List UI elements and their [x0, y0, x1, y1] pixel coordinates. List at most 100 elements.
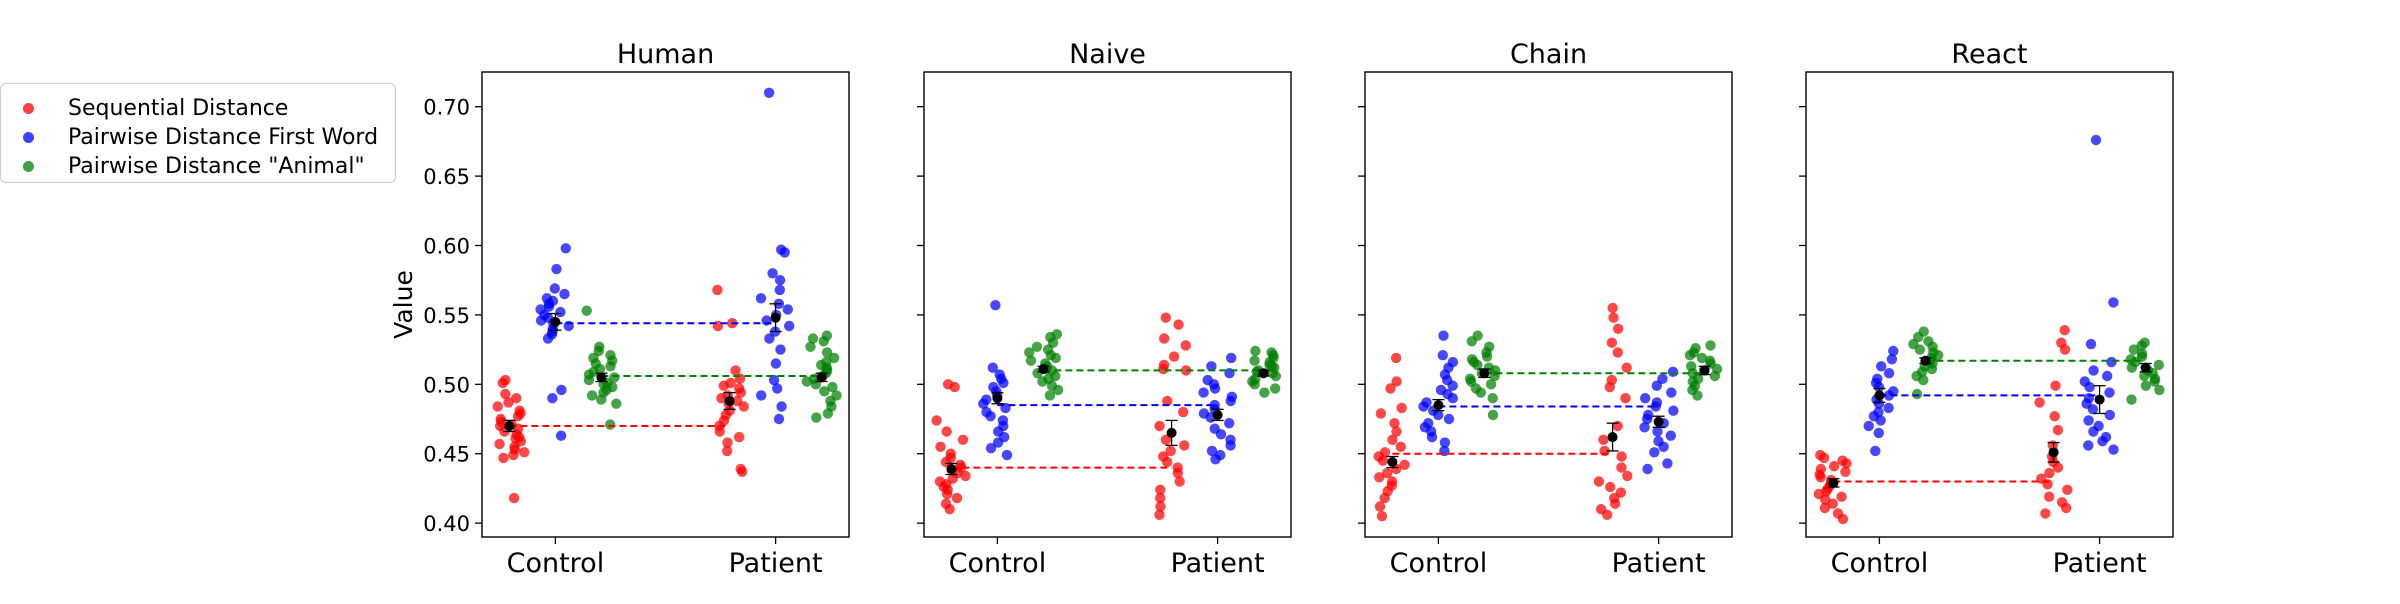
y-tick-label: 0.45	[423, 443, 470, 467]
data-point	[1382, 467, 1393, 479]
data-point	[1154, 420, 1165, 432]
data-point	[1375, 408, 1387, 419]
data-point	[1155, 501, 1166, 512]
data-point	[1051, 329, 1063, 340]
data-point	[776, 401, 787, 412]
data-point	[1888, 345, 1899, 357]
panel-title: Naive	[1069, 39, 1146, 70]
data-point	[774, 284, 785, 296]
data-point	[807, 333, 819, 344]
legend-item-first-word: Pairwise Distance First Word	[23, 123, 378, 151]
data-point	[1606, 374, 1618, 386]
panel-frame	[1364, 71, 1733, 538]
data-point	[1593, 476, 1605, 487]
data-point	[828, 352, 840, 364]
data-point	[811, 412, 822, 423]
data-point	[1376, 511, 1388, 522]
data-point	[498, 452, 509, 464]
data-point	[1815, 463, 1827, 475]
data-point	[1154, 509, 1165, 520]
y-tick-label: 0.55	[423, 304, 470, 328]
data-point	[935, 441, 946, 452]
data-point	[1198, 408, 1210, 419]
data-point	[1836, 491, 1847, 502]
data-point	[2126, 394, 2137, 405]
mean-point	[1433, 400, 1444, 411]
data-point	[942, 379, 954, 390]
data-point	[1886, 354, 1898, 365]
mean-point	[2140, 362, 2151, 373]
data-point	[1487, 393, 1498, 404]
data-point	[1705, 340, 1716, 351]
data-point	[2106, 356, 2117, 368]
data-point	[821, 330, 833, 341]
data-point	[1173, 319, 1184, 330]
x-tick-label: Patient	[1171, 548, 1265, 579]
data-point	[1911, 388, 1923, 400]
data-point	[2040, 508, 2051, 519]
data-point	[940, 498, 952, 509]
data-point	[2049, 411, 2060, 422]
data-point	[1270, 383, 1281, 394]
data-point	[1872, 373, 1883, 384]
data-point	[2100, 431, 2112, 443]
data-point	[821, 347, 833, 358]
data-point	[1873, 427, 1885, 439]
data-point	[722, 445, 733, 457]
data-point	[556, 384, 567, 396]
data-point	[1665, 430, 1677, 441]
data-point	[2104, 387, 2115, 398]
data-point	[770, 358, 782, 369]
data-point	[1225, 434, 1236, 445]
data-point	[547, 393, 558, 404]
data-point	[1249, 355, 1260, 366]
data-point	[1883, 368, 1895, 379]
mean-point	[1479, 368, 1490, 379]
data-point	[2102, 370, 2113, 382]
panel-title: React	[1951, 39, 2027, 70]
data-point	[1819, 502, 1831, 514]
mean-point	[1920, 355, 1931, 366]
data-point	[1160, 434, 1172, 445]
legend-marker-icon	[23, 102, 34, 114]
data-point	[725, 377, 736, 389]
data-point	[1606, 337, 1618, 348]
data-point	[1374, 472, 1385, 483]
data-point	[1180, 340, 1192, 351]
data-point	[772, 383, 783, 394]
data-point	[1390, 352, 1402, 364]
data-point	[560, 243, 571, 254]
data-point	[2050, 380, 2061, 391]
data-point	[1620, 393, 1631, 404]
data-point	[994, 369, 1005, 380]
data-point	[1155, 492, 1166, 504]
data-point	[2128, 344, 2140, 355]
data-point	[581, 305, 592, 316]
data-point	[1202, 374, 1213, 386]
data-point	[541, 293, 553, 304]
data-point	[2153, 359, 2164, 371]
data-point	[2136, 348, 2148, 359]
mean-point	[1607, 432, 1618, 443]
legend-item-sequential: Sequential Distance	[23, 94, 288, 122]
data-point	[1158, 451, 1169, 462]
data-point	[605, 350, 616, 361]
data-point	[1668, 405, 1679, 416]
data-point	[2108, 297, 2119, 308]
data-point	[1472, 330, 1483, 341]
data-point	[1435, 384, 1447, 396]
mean-point	[1653, 416, 1664, 427]
data-point	[1653, 436, 1664, 447]
data-point	[2093, 420, 2104, 432]
data-point	[2139, 337, 2150, 348]
data-point	[1250, 345, 1261, 357]
data-point	[605, 419, 616, 430]
data-point	[1870, 445, 1881, 457]
data-point	[805, 341, 816, 352]
x-tick-label: Patient	[1612, 548, 1706, 579]
data-point	[1828, 461, 1840, 472]
data-point	[1643, 409, 1654, 421]
data-point	[1206, 445, 1218, 457]
data-point	[1667, 366, 1679, 377]
data-point	[934, 476, 946, 487]
